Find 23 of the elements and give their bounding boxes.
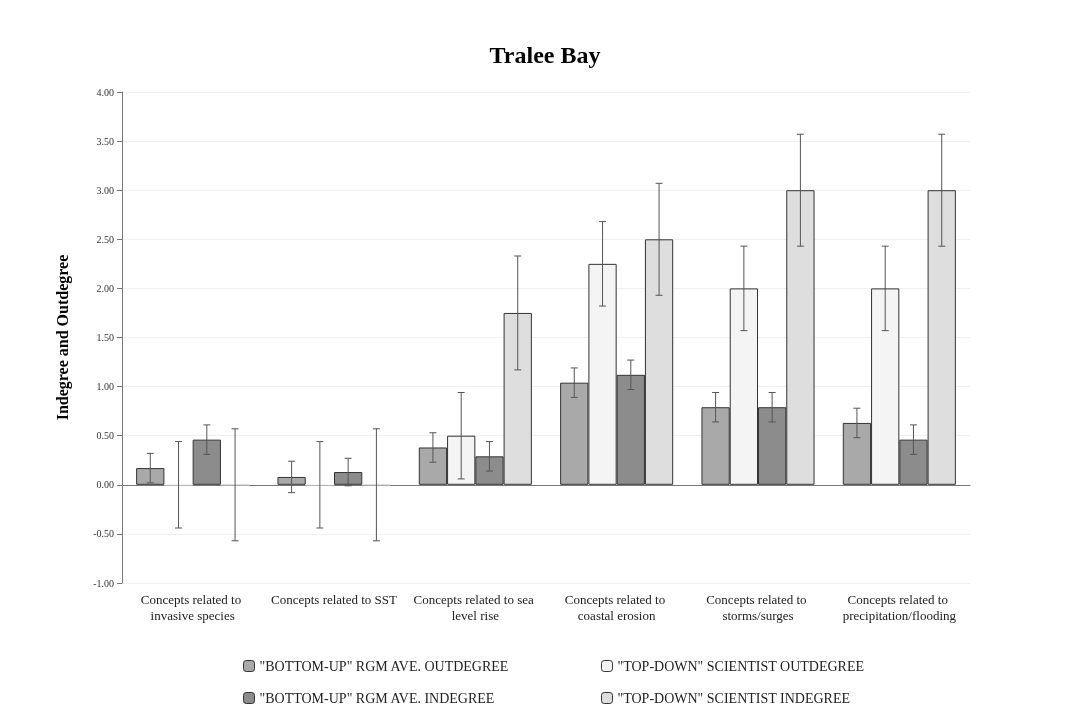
x-tick-label: Concepts related to SST (270, 591, 398, 607)
y-tick-label: -0.50 (93, 528, 114, 540)
chart-title: Tralee Bay (489, 42, 601, 68)
legend-label: "TOP-DOWN" SCIENTIST INDEGREE (617, 690, 851, 706)
y-tick-label: 0.00 (96, 479, 114, 491)
y-axis-title: Indegree and Outdegree (53, 254, 72, 421)
y-tick-label: 4.00 (96, 86, 114, 98)
x-tick-label: Concepts related to coastal erosion (564, 591, 669, 623)
y-tick-label: 3.00 (96, 184, 114, 196)
x-tick-label: Concepts related to sea level rise (413, 591, 538, 623)
x-tick-label: Concepts related to invasive species (140, 591, 245, 623)
legend-label: "TOP-DOWN" SCIENTIST OUTDEGREE (617, 658, 865, 674)
y-tick-label: 3.50 (96, 135, 114, 147)
legend-label: "BOTTOM-UP" RGM AVE. OUTDEGREE (259, 658, 509, 674)
y-tick-label: 2.00 (96, 282, 114, 294)
y-tick-label: 1.00 (96, 381, 114, 393)
y-tick-label: 0.50 (96, 430, 114, 442)
y-tick-label: -1.00 (93, 577, 114, 589)
y-tick-label: 2.50 (96, 233, 114, 245)
x-tick-label: Concepts related to precipitation/flooding (842, 591, 957, 623)
legend-label: "BOTTOM-UP" RGM AVE. INDEGREE (259, 690, 495, 706)
x-tick-label: Concepts related to storms/surges (706, 591, 810, 623)
y-tick-label: 1.50 (96, 332, 114, 343)
